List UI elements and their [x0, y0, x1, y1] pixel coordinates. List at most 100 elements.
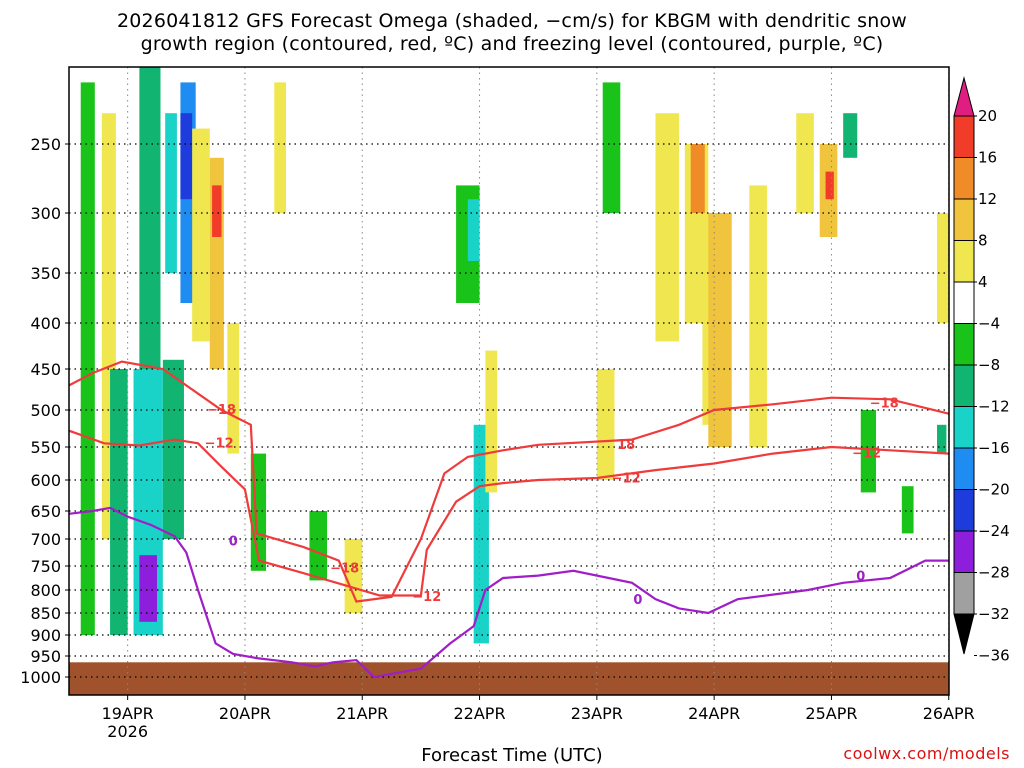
colorbar-segment — [953, 115, 975, 158]
omega-cell — [467, 199, 480, 261]
contour-label: −12 — [412, 590, 441, 605]
colorbar-segment — [953, 157, 975, 200]
contour-line — [69, 429, 949, 597]
omega-cell — [485, 350, 498, 493]
omega-cell — [309, 511, 328, 581]
contour-label: −12 — [852, 447, 881, 462]
omega-cell — [596, 369, 615, 480]
omega-cell — [860, 410, 877, 493]
contour-label: −12 — [612, 472, 641, 487]
omega-cell — [80, 82, 95, 635]
chart-title-line1: 2026041812 GFS Forecast Omega (shaded, −… — [116, 10, 908, 32]
y-tick-label: 600 — [30, 471, 61, 490]
x-tick-label: 19APR — [102, 704, 154, 723]
colorbar-segment — [953, 489, 975, 532]
contour-line — [69, 360, 949, 603]
colorbar-label: −24 — [978, 522, 1010, 540]
colorbar-segment — [953, 364, 975, 407]
colorbar-segment — [953, 240, 975, 283]
contour-label: 0 — [856, 570, 865, 585]
colorbar-segment — [953, 323, 975, 366]
omega-cell — [162, 359, 184, 539]
omega-cell — [139, 555, 157, 622]
x-tick-label: 26APR — [923, 704, 975, 723]
y-tick-label: 700 — [30, 530, 61, 549]
x-tick-label: 25APR — [805, 704, 857, 723]
colorbar-label: −16 — [978, 439, 1010, 457]
y-tick-label: 750 — [30, 557, 61, 576]
y-tick-label: 650 — [30, 502, 61, 521]
contour-label: 0 — [229, 535, 238, 550]
omega-cell — [110, 369, 128, 635]
contour-label: −18 — [330, 561, 359, 576]
y-tick-label: 1000 — [20, 668, 61, 687]
colorbar-segment — [953, 447, 975, 490]
colorbar-segment — [953, 198, 975, 241]
y-tick-label: 350 — [30, 264, 61, 283]
contour-label: −18 — [207, 403, 236, 418]
omega-cell — [655, 113, 679, 342]
y-tick-label: 250 — [30, 135, 61, 154]
x-axis-label: Forecast Time (UTC) — [421, 745, 603, 766]
omega-cell — [180, 113, 193, 200]
omega-cell — [344, 539, 363, 613]
omega-cell — [274, 82, 287, 214]
omega-cell — [227, 323, 240, 454]
x-tick-label: 20APR — [219, 704, 271, 723]
omega-cell — [825, 171, 834, 200]
contour-label: 0 — [633, 593, 642, 608]
x-tick-label: 23APR — [571, 704, 623, 723]
contour-label: 18 — [617, 438, 635, 453]
ground-surface — [69, 662, 949, 695]
colorbar-segment — [953, 406, 975, 449]
colorbar-label: −8 — [978, 356, 1000, 374]
omega-cell — [843, 113, 858, 158]
omega-cell — [937, 424, 947, 454]
omega-cell — [690, 144, 705, 213]
colorbar-label: 8 — [978, 232, 988, 250]
colorbar-label: −36 — [978, 647, 1010, 665]
colorbar-label: 20 — [978, 107, 997, 125]
contour-line — [69, 506, 949, 679]
colorbar-segment — [953, 572, 975, 615]
y-tick-label: 400 — [30, 314, 61, 333]
colorbar-label: 16 — [978, 149, 997, 167]
y-tick-label: 450 — [30, 360, 61, 379]
omega-cell — [749, 185, 767, 447]
omega-cell — [901, 486, 914, 534]
y-tick-label: 850 — [30, 604, 61, 623]
x-tick-label: 22APR — [454, 704, 506, 723]
credit-link[interactable]: coolwx.com/models — [843, 744, 1010, 763]
omega-cell — [937, 213, 949, 323]
colorbar-label: −12 — [978, 398, 1010, 416]
contour-label: −12 — [205, 436, 234, 451]
y-tick-label: 950 — [30, 647, 61, 666]
y-tick-label: 550 — [30, 438, 61, 457]
omega-cell — [796, 113, 814, 213]
plot-frame — [68, 66, 950, 696]
y-tick-label: 800 — [30, 581, 61, 600]
colorbar-label: −20 — [978, 481, 1010, 499]
contour-label: −18 — [870, 396, 899, 411]
colorbar-bottom-arrow — [953, 613, 975, 655]
colorbar-label: −32 — [978, 605, 1010, 623]
y-tick-label: 900 — [30, 626, 61, 645]
y-tick-label: 500 — [30, 401, 61, 420]
x-tick-label: 24APR — [688, 704, 740, 723]
colorbar-segment — [953, 530, 975, 573]
y-tick-label: 300 — [30, 204, 61, 223]
omega-cell — [212, 185, 222, 237]
omega-cell — [192, 128, 210, 342]
omega-cell — [165, 113, 177, 273]
colorbar-label: −4 — [978, 315, 1000, 333]
colorbar-label: 12 — [978, 190, 997, 208]
colorbar-segment — [953, 281, 975, 324]
colorbar-label: 4 — [978, 273, 988, 291]
x-tick-label: 21APR — [336, 704, 388, 723]
colorbar-top-arrow — [953, 76, 975, 117]
colorbar-label: −28 — [978, 564, 1010, 582]
x-tick-sublabel: 2026 — [107, 722, 148, 741]
omega-cell — [139, 67, 161, 410]
omega-cell — [602, 82, 621, 214]
